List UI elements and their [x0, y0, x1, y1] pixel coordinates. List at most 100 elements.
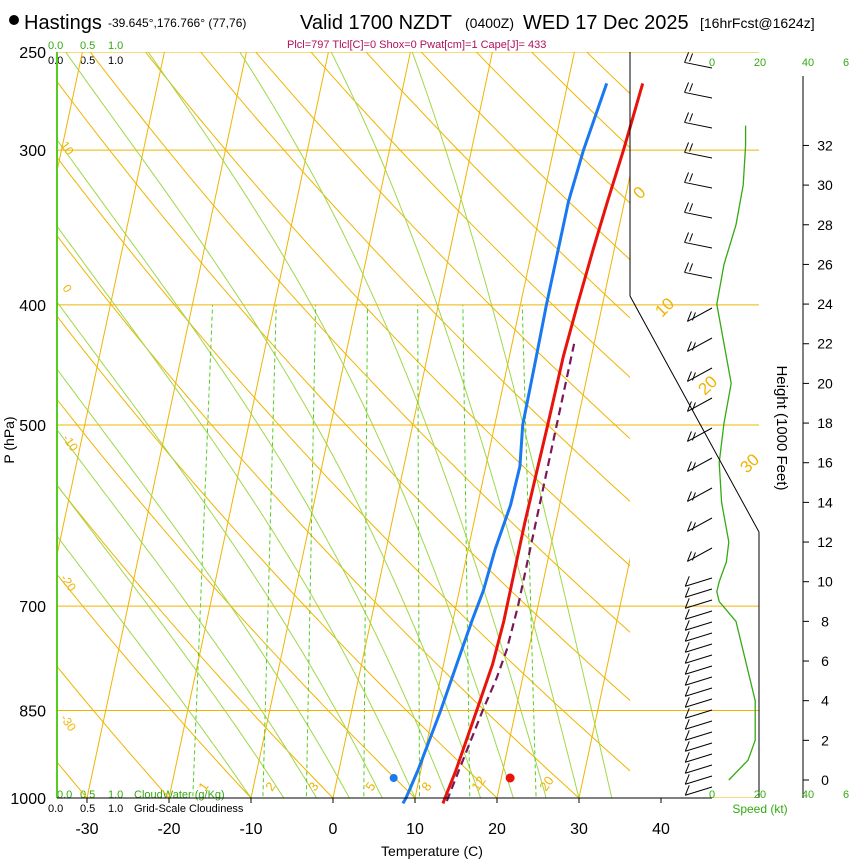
- wind-barb-flag: [686, 461, 692, 472]
- dry-adiabat-line: [144, 52, 630, 567]
- cloudwater-tick-1: 1.0: [108, 789, 123, 801]
- wind-barb-shaft: [684, 271, 713, 279]
- height-tick-label: 4: [821, 693, 829, 709]
- low-isotherm-label: -10: [60, 432, 82, 455]
- wind-barb-flag: [689, 203, 694, 212]
- wind-barb-shaft: [685, 709, 713, 719]
- temperature-tick-label: 20: [488, 821, 506, 838]
- wind-barb: [684, 576, 713, 587]
- wind-barb-flag: [686, 371, 692, 382]
- wind-barb-shaft: [685, 654, 713, 664]
- speed-tick-label-bottom: 0: [709, 789, 715, 801]
- tropopause-line: [629, 295, 760, 533]
- wind-barb: [684, 675, 713, 686]
- moist-adiabat-line: [57, 225, 416, 798]
- dry-adiabat-line: [310, 52, 630, 379]
- wind-barb: [684, 172, 713, 189]
- wind-barb: [684, 697, 713, 708]
- top-cloudwater-tick-1: 1.0: [108, 40, 123, 52]
- wind-barb-shaft: [685, 753, 713, 763]
- height-tick-label: 8: [821, 613, 829, 629]
- wind-barb-flag: [689, 83, 694, 92]
- wind-barb-shaft: [684, 181, 713, 189]
- cloudiness-tick-0: 0.0: [48, 803, 63, 815]
- wind-barb: [684, 620, 713, 631]
- dry-adiabat-line: [619, 30, 850, 824]
- isotherm-line: [414, 52, 575, 798]
- full-grid-group: [57, 52, 759, 798]
- wind-barb-flag: [684, 664, 690, 675]
- dry-adiabat-line: [57, 573, 252, 798]
- parcel-line: [444, 343, 576, 804]
- wind-barb-shaft: [685, 742, 713, 752]
- wind-barb-flag: [686, 431, 692, 442]
- wind-barb-flag: [684, 697, 690, 708]
- wind-barb-flag: [691, 552, 696, 561]
- speed-tick-label-bottom: 40: [802, 789, 814, 801]
- valid-time: Valid 1700 NZDT: [300, 12, 452, 34]
- cloudiness-tick-1: 1.0: [108, 803, 123, 815]
- wind-barb-flag: [684, 686, 690, 697]
- isotherm-label: 10: [651, 294, 678, 321]
- mixing-ratio-label: 20: [536, 773, 557, 793]
- wind-barb-shaft: [685, 786, 713, 796]
- temperature-tick-label: 10: [406, 821, 424, 838]
- wind-barb: [686, 547, 713, 562]
- moist-adiabat-line: [57, 368, 350, 798]
- dry-adiabat-line: [255, 52, 630, 440]
- pressure-tick-label: 850: [19, 704, 46, 721]
- height-tick-label: 12: [817, 534, 833, 550]
- wind-barb-flag: [691, 432, 696, 441]
- wind-barb: [686, 337, 713, 352]
- wind-barb-shaft: [684, 211, 713, 219]
- wind-barb-flag: [689, 113, 694, 122]
- wind-barb-shaft: [684, 241, 713, 249]
- wind-barb: [684, 763, 713, 774]
- isotherm-line: [57, 52, 165, 558]
- wind-speed-line: [716, 125, 756, 781]
- wind-barb-flag: [689, 263, 694, 272]
- wind-barb-shaft: [685, 687, 713, 697]
- wind-barb: [684, 631, 713, 642]
- wind-barb: [684, 262, 713, 279]
- wind-barb: [684, 202, 713, 219]
- dry-adiabat-line: [57, 156, 630, 772]
- height-tick-label: 2: [821, 732, 829, 748]
- wind-barb-flag: [684, 576, 690, 587]
- top-cloudiness-tick-1: 1.0: [108, 55, 123, 67]
- top-cloudiness-tick-05: 0.5: [80, 55, 95, 67]
- temperature-tick-label: 30: [570, 821, 588, 838]
- wind-barb: [684, 785, 713, 796]
- height-tick-label: 26: [817, 256, 833, 272]
- mixing-ratio-label: 8: [418, 779, 434, 794]
- wind-barb-shaft: [687, 487, 713, 502]
- wind-barb: [686, 397, 713, 412]
- mixing-ratio-line: [363, 304, 368, 798]
- wind-barb-flag: [686, 521, 692, 532]
- isotherm-line: [57, 52, 83, 174]
- moist-adiabat-line: [57, 138, 449, 798]
- wind-barb-flag: [689, 233, 694, 242]
- wind-barb-shaft: [685, 764, 713, 774]
- wind-barb-shaft: [685, 643, 713, 653]
- wind-barbs-group: [684, 52, 713, 796]
- wind-barb-flag: [684, 82, 690, 93]
- wind-barb-flag: [684, 587, 690, 598]
- y-axis-title: P (hPa): [1, 416, 17, 463]
- valid-utc: (0400Z): [465, 15, 514, 31]
- moist-adiabat-line: [57, 484, 285, 798]
- isotherm-line: [332, 52, 493, 798]
- wind-barb-flag: [691, 402, 696, 411]
- pressure-tick-label: 1000: [10, 791, 46, 808]
- wind-barb-flag: [686, 311, 692, 322]
- wind-barb-flag: [684, 112, 690, 123]
- wind-barb-shaft: [687, 547, 713, 562]
- moist-adiabat-line: [330, 52, 580, 798]
- speed-tick-label-top: 40: [802, 57, 814, 69]
- dry-adiabat-line: [57, 484, 334, 798]
- parcel-info: Plcl=797 Tlcl[C]=0 Shox=0 Pwat[cm]=1 Cap…: [287, 39, 546, 51]
- wind-barb: [684, 730, 713, 741]
- mixing-ratio-line: [462, 304, 471, 798]
